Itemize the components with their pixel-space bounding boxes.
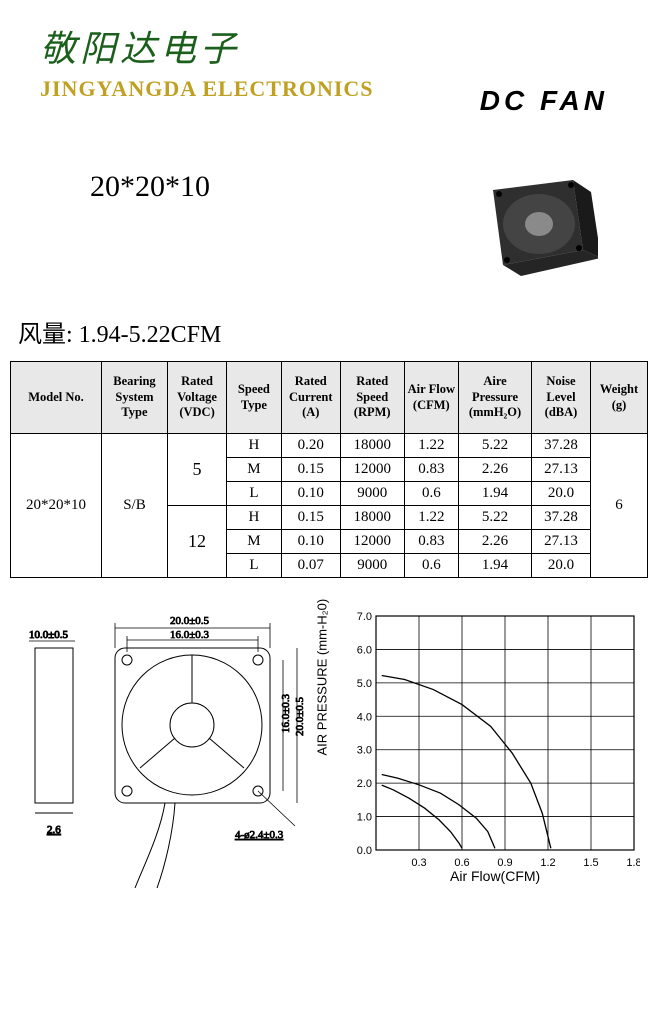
cell-noise: 20.0 [531,554,590,578]
cell-pressure: 2.26 [459,530,532,554]
table-header: Rated Speed(RPM) [340,362,404,434]
cell-cfm: 0.6 [404,554,459,578]
cell-rpm: 18000 [340,434,404,458]
svg-text:2.0: 2.0 [357,778,372,790]
table-header: Bearing SystemType [102,362,168,434]
svg-text:3.0: 3.0 [357,745,372,757]
cell-current: 0.15 [281,506,340,530]
cell-noise: 37.28 [531,506,590,530]
table-header-row: Model No.Bearing SystemTypeRated Voltage… [11,362,648,434]
cell-pressure: 5.22 [459,506,532,530]
svg-text:0.0: 0.0 [357,845,372,857]
cell-pressure: 1.94 [459,482,532,506]
logo-chinese: 敬阳达电子 [40,20,658,72]
dim-outer-h: 20.0±0.5 [294,696,306,736]
table-header: Noise Level(dBA) [531,362,590,434]
dim-hole-pitch: 16.0±0.3 [170,629,210,641]
spec-table: Model No.Bearing SystemTypeRated Voltage… [10,361,648,578]
cell-cfm: 0.6 [404,482,459,506]
cell-rpm: 12000 [340,458,404,482]
cell-noise: 37.28 [531,434,590,458]
svg-text:5.0: 5.0 [357,678,372,690]
svg-text:1.8: 1.8 [626,857,640,869]
cell-speed: M [227,530,282,554]
cell-speed: L [227,554,282,578]
header: 敬阳达电子 JINGYANGDA ELECTRONICS DC FAN [0,0,658,140]
svg-text:10.0±0.5: 10.0±0.5 [29,629,69,641]
cell-cfm: 0.83 [404,458,459,482]
cell-cfm: 0.83 [404,530,459,554]
technical-drawing: 10.0±0.5 2.6 20.0±0.5 [25,608,315,888]
product-title: DC FAN [480,85,608,117]
cell-current: 0.10 [281,482,340,506]
table-row: 20*20*10S/B5H0.20180001.225.2237.286 [11,434,648,458]
fan-product-image [458,170,598,290]
cell-voltage: 12 [167,506,226,578]
table-header: Model No. [11,362,102,434]
pressure-flow-chart: 0.01.02.03.04.05.06.07.00.30.60.91.21.51… [340,608,640,898]
cell-rpm: 12000 [340,530,404,554]
chart-svg: 0.01.02.03.04.05.06.07.00.30.60.91.21.51… [340,608,640,898]
cell-weight: 6 [591,434,648,578]
table-header: Aire Pressure(mmH₂O) [459,362,532,434]
airflow-label: 风量: 1.94-5.22CFM [18,314,658,349]
cell-pressure: 1.94 [459,554,532,578]
svg-text:1.0: 1.0 [357,812,372,824]
cell-noise: 27.13 [531,458,590,482]
cell-noise: 27.13 [531,530,590,554]
svg-text:0.3: 0.3 [411,857,426,869]
airflow-value: 1.94-5.22CFM [79,322,222,348]
cell-current: 0.20 [281,434,340,458]
cell-rpm: 9000 [340,482,404,506]
cell-voltage: 5 [167,434,226,506]
dim-inner-h: 16.0±0.3 [280,693,292,733]
cell-model: 20*20*10 [11,434,102,578]
table-header: Speed Type [227,362,282,434]
cell-rpm: 9000 [340,554,404,578]
table-header: Weight(g) [591,362,648,434]
cell-cfm: 1.22 [404,434,459,458]
dim-hole: 4-ø2.4±0.3 [235,829,284,841]
cell-noise: 20.0 [531,482,590,506]
cell-rpm: 18000 [340,506,404,530]
cell-current: 0.10 [281,530,340,554]
svg-text:2.6: 2.6 [47,824,61,836]
cell-speed: H [227,434,282,458]
chart-xlabel: Air Flow(CFM) [450,868,540,884]
cell-speed: M [227,458,282,482]
chart-ylabel: AIR PRESSURE (mm-H₂0) [315,599,330,756]
table-header: Air Flow(CFM) [404,362,459,434]
bottom-area: 10.0±0.5 2.6 20.0±0.5 [0,608,658,938]
airflow-label-cn: 风量: [18,322,73,348]
svg-text:7.0: 7.0 [357,611,372,623]
cell-current: 0.15 [281,458,340,482]
cell-cfm: 1.22 [404,506,459,530]
cell-current: 0.07 [281,554,340,578]
cell-pressure: 5.22 [459,434,532,458]
table-header: Rated Voltage(VDC) [167,362,226,434]
cell-bearing: S/B [102,434,168,578]
svg-text:1.5: 1.5 [583,857,598,869]
cell-pressure: 2.26 [459,458,532,482]
cell-speed: L [227,482,282,506]
dim-outer-w: 20.0±0.5 [170,615,210,627]
cell-speed: H [227,506,282,530]
svg-text:6.0: 6.0 [357,644,372,656]
svg-text:1.2: 1.2 [540,857,555,869]
svg-text:4.0: 4.0 [357,711,372,723]
table-header: Rated Current(A) [281,362,340,434]
